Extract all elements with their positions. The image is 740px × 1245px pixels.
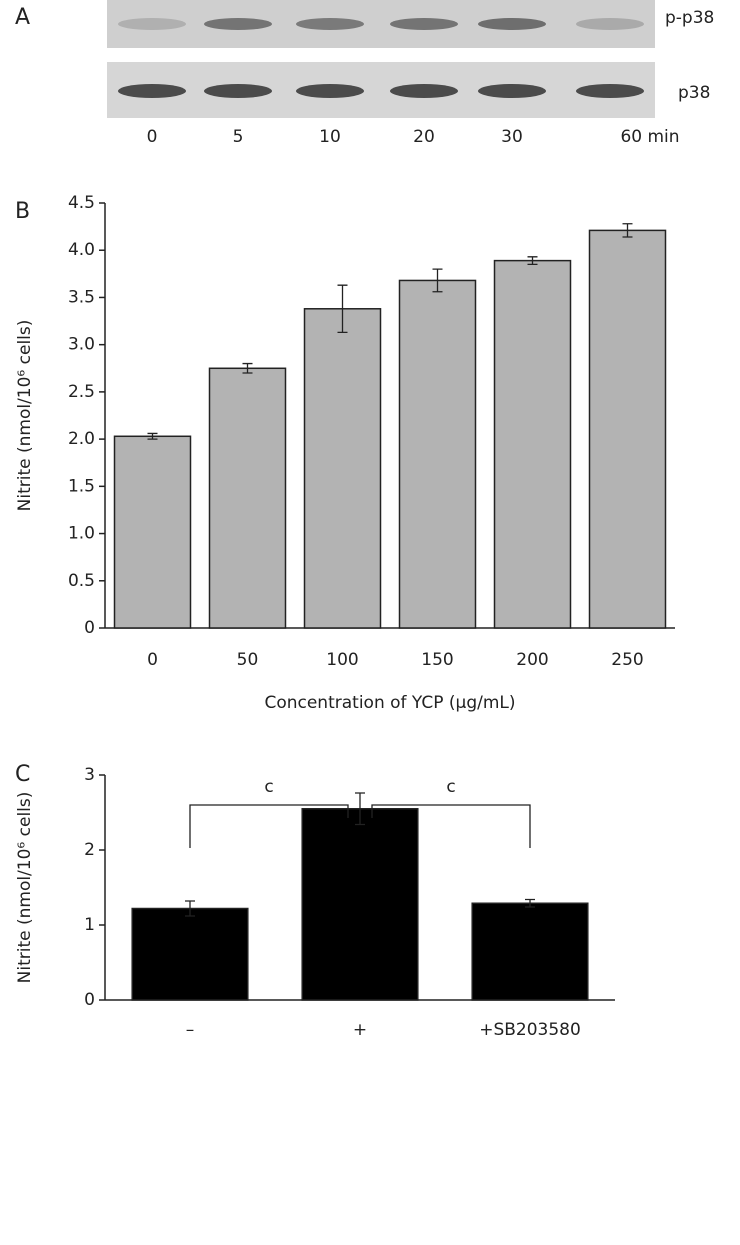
x-tick-label: – (186, 1020, 195, 1040)
error-bar (355, 792, 365, 826)
band (204, 84, 272, 98)
bar (398, 279, 477, 629)
annotation: c (264, 777, 273, 797)
band (478, 18, 546, 30)
annotation: c (446, 777, 455, 797)
band (296, 18, 364, 30)
bar (471, 902, 589, 1001)
y-tick-label: 2 (84, 840, 95, 860)
panel-label: A (15, 5, 30, 30)
error-bar (242, 362, 253, 374)
panel-label: B (15, 199, 30, 224)
row-label: p38 (678, 83, 710, 103)
band (118, 18, 186, 30)
y-tick-label: 3.5 (68, 287, 95, 307)
error-bar (337, 284, 348, 334)
bar (208, 367, 287, 629)
x-tick-label: 0 (147, 650, 158, 670)
bar (588, 229, 667, 629)
lane-label: 60 min (620, 127, 679, 147)
band (296, 84, 364, 98)
y-tick-label: 0 (84, 618, 95, 638)
blot-strip (107, 62, 655, 118)
bar (131, 907, 249, 1001)
error-bar (432, 268, 443, 293)
lane-label: 30 (501, 127, 523, 147)
band (390, 18, 458, 30)
y-tick-label: 2.0 (68, 429, 95, 449)
y-tick-label: 3 (84, 765, 95, 785)
x-tick-label: 50 (237, 650, 259, 670)
error-bar (147, 432, 158, 440)
x-tick-label: 200 (516, 650, 548, 670)
x-tick-label: 250 (611, 650, 643, 670)
bar (303, 308, 382, 629)
error-bar (622, 223, 633, 238)
lane-label: 10 (319, 127, 341, 147)
blot-strip (107, 0, 655, 48)
band (576, 18, 644, 30)
lane-label: 0 (147, 127, 158, 147)
x-axis-label: Concentration of YCP (μg/mL) (264, 693, 515, 713)
band (118, 84, 186, 98)
error-bar (185, 900, 195, 917)
panel-label: C (15, 762, 30, 787)
bar (301, 808, 419, 1001)
x-tick-label: + (353, 1020, 367, 1040)
significance-bracket (189, 804, 349, 848)
y-tick-label: 0 (84, 990, 95, 1010)
y-tick-label: 1.5 (68, 476, 95, 496)
band (390, 84, 458, 98)
bar (113, 435, 192, 629)
y-axis-label: Nitrite (nmol/10⁶ cells) (15, 320, 35, 512)
y-tick-label: 4.0 (68, 240, 95, 260)
lane-label: 20 (413, 127, 435, 147)
bar (493, 259, 572, 629)
band (478, 84, 546, 98)
y-tick-label: 0.5 (68, 571, 95, 591)
significance-bracket (371, 804, 531, 848)
band (576, 84, 644, 98)
y-tick-label: 1.0 (68, 524, 95, 544)
row-label: p-p38 (665, 8, 714, 28)
y-tick-label: 4.5 (68, 193, 95, 213)
error-bar (525, 898, 535, 908)
x-tick-label: 100 (326, 650, 358, 670)
y-axis-label: Nitrite (nmol/10⁶ cells) (15, 792, 35, 984)
y-tick-label: 1 (84, 915, 95, 935)
lane-label: 5 (233, 127, 244, 147)
y-tick-label: 2.5 (68, 382, 95, 402)
x-tick-label: 150 (421, 650, 453, 670)
y-tick-label: 3.0 (68, 335, 95, 355)
x-tick-label: +SB203580 (479, 1020, 581, 1040)
error-bar (527, 256, 538, 266)
band (204, 18, 272, 30)
